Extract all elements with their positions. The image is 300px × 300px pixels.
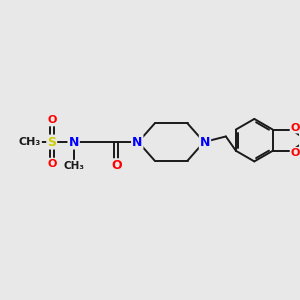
Text: N: N: [68, 136, 79, 148]
Text: O: O: [47, 159, 56, 169]
Text: O: O: [111, 159, 122, 172]
Text: N: N: [132, 136, 142, 148]
Text: N: N: [200, 136, 210, 148]
Text: S: S: [47, 136, 56, 148]
Text: CH₃: CH₃: [19, 137, 41, 147]
Text: CH₃: CH₃: [63, 161, 84, 171]
Text: O: O: [291, 148, 300, 158]
Text: O: O: [47, 116, 56, 125]
Text: O: O: [291, 123, 300, 133]
